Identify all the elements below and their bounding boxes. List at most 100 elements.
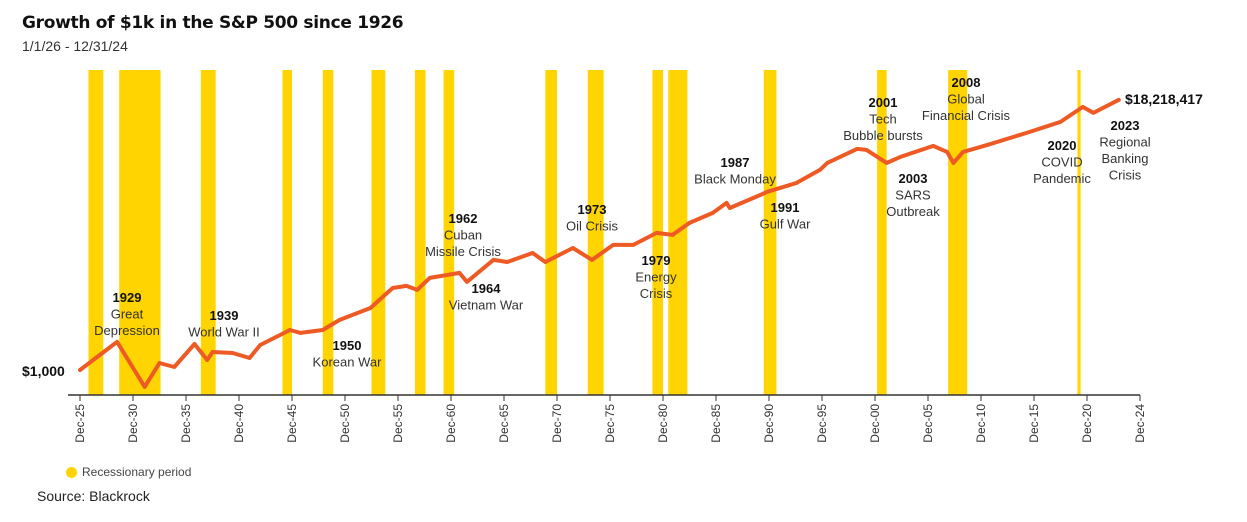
data-point (115, 340, 119, 344)
event-annotation: 1964 Vietnam War (449, 281, 524, 313)
event-label: Missile Crisis (425, 244, 501, 259)
recession-band (282, 70, 292, 395)
event-year: 1939 (210, 308, 239, 323)
legend-label: Recessionary period (82, 465, 192, 479)
data-point (670, 233, 675, 237)
event-year: 2020 (1048, 138, 1077, 153)
event-year: 2001 (869, 95, 898, 110)
legend: Recessionary period (66, 465, 191, 479)
series-line (78, 97, 1121, 389)
data-point (631, 243, 636, 247)
data-point (1091, 111, 1096, 115)
event-label: Korean War (313, 355, 383, 370)
event-annotation: 1950 Korean War (313, 338, 383, 370)
x-tick-label: Dec-95 (815, 404, 829, 443)
data-point (961, 150, 965, 154)
event-label: Crisis (1109, 168, 1142, 183)
event-label: Gulf War (760, 217, 811, 232)
event-year: 2008 (952, 75, 981, 90)
event-label: SARS (895, 188, 931, 203)
data-point (530, 251, 535, 255)
data-point (884, 161, 889, 165)
event-annotation: 1987 Black Monday (694, 155, 776, 187)
start-value-label: $1,000 (22, 363, 65, 379)
data-point (465, 280, 469, 284)
data-point (428, 276, 432, 280)
chart-title: Growth of $1k in the S&P 500 since 1926 (22, 13, 404, 33)
event-year: 2003 (899, 171, 928, 186)
data-point (157, 361, 162, 365)
event-year: 1987 (721, 155, 750, 170)
data-point (205, 358, 209, 362)
data-point (951, 161, 956, 165)
data-point (78, 368, 82, 372)
data-point (985, 143, 990, 147)
event-label: Tech (869, 112, 896, 127)
recession-band (763, 70, 777, 395)
recession-band (877, 70, 887, 395)
data-point (794, 181, 799, 185)
x-tick-label: Dec-60 (444, 404, 458, 443)
data-point (192, 342, 197, 346)
x-tick-label: Dec-00 (868, 404, 882, 443)
x-tick-label: Dec-24 (1133, 404, 1147, 443)
data-point (368, 306, 373, 310)
data-point (1117, 97, 1121, 102)
data-point (337, 318, 342, 322)
recession-band (200, 70, 216, 395)
data-point (230, 351, 235, 355)
event-year: 1964 (472, 281, 502, 296)
recession-band (587, 70, 604, 395)
recession-band (545, 70, 557, 395)
data-point (543, 260, 548, 264)
x-tick-label: Dec-65 (497, 404, 511, 443)
x-tick-label: Dec-85 (709, 404, 723, 443)
data-point (415, 288, 419, 292)
event-year: 1979 (642, 253, 671, 268)
data-point (404, 284, 409, 288)
data-point (142, 385, 147, 389)
x-tick-label: Dec-15 (1027, 404, 1041, 443)
recession-band (371, 70, 386, 395)
event-year: 1973 (578, 202, 607, 217)
event-label: Black Monday (694, 172, 776, 187)
data-point (818, 168, 822, 172)
data-point (654, 231, 659, 235)
event-label: Financial Crisis (922, 108, 1011, 123)
data-point (711, 211, 715, 215)
event-label: Crisis (640, 286, 673, 301)
event-label: Regional (1099, 135, 1150, 150)
event-label: Vietnam War (449, 298, 524, 313)
event-label: Depression (94, 323, 160, 338)
data-point (210, 350, 215, 354)
data-point (898, 155, 903, 159)
x-tick-label: Dec-40 (232, 404, 246, 443)
data-point (724, 201, 729, 205)
event-label: Global (947, 92, 985, 107)
data-point (611, 243, 615, 247)
data-point (298, 331, 303, 335)
data-point (855, 147, 859, 151)
data-point (931, 144, 936, 148)
event-year: 2023 (1111, 118, 1140, 133)
event-label: Outbreak (886, 204, 940, 219)
x-tick-label: Dec-10 (974, 404, 988, 443)
data-point (1080, 105, 1085, 109)
event-label: Great (111, 307, 144, 322)
recession-band (1077, 70, 1081, 395)
source-note: Source: Blackrock (37, 488, 150, 504)
event-label: Pandemic (1033, 171, 1091, 186)
data-point (1058, 120, 1063, 124)
chart-subtitle: 1/1/26 - 12/31/24 (22, 38, 128, 54)
x-tick-label: Dec-80 (656, 404, 670, 443)
x-axis: Dec-25 Dec-30 Dec-35 Dec-40 Dec-45 Dec-50 Dec-… (68, 394, 1147, 443)
event-label: Banking (1102, 151, 1149, 166)
x-tick-label: Dec-35 (179, 404, 193, 443)
